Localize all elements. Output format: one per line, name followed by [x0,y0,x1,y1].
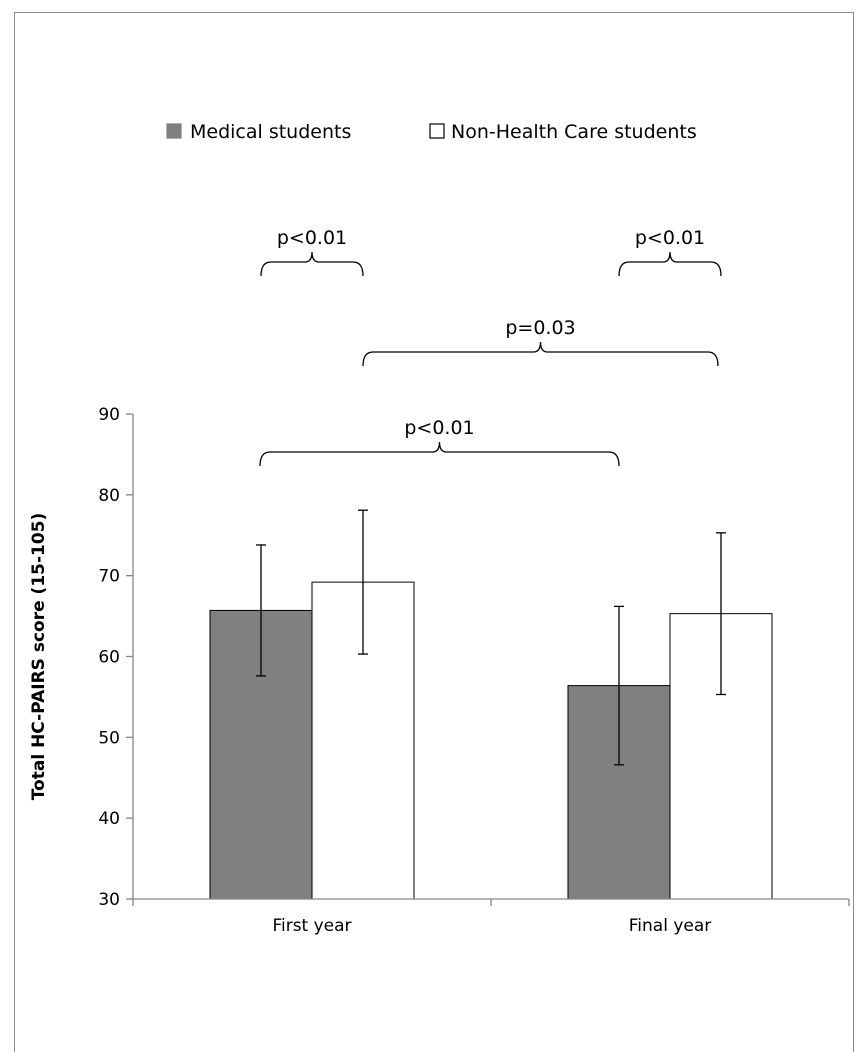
chart-frame [14,12,854,1052]
bracket-line [259,441,620,467]
axes: 30 40 50 60 70 80 90 First year Final year [98,405,850,936]
legend: Medical students Non-Health Care students [166,121,697,143]
p-value-label: p<0.01 [635,227,705,249]
bracket-line [362,341,719,367]
error-bar-medical-first-year [256,544,266,677]
legend-label: Medical students [190,121,351,143]
bracket-line [260,251,364,277]
legend-item-non-health-care: Non-Health Care students [429,121,697,143]
legend-label: Non-Health Care students [451,121,697,143]
bracket-line [618,251,722,277]
significance-bracket-2: p<0.01 [618,227,722,277]
p-value-label: p=0.03 [505,317,575,339]
y-tick-label: 40 [98,809,120,829]
significance-bracket-4: p<0.01 [259,417,620,467]
p-value-label: p<0.01 [404,417,474,439]
y-tick-label: 90 [98,405,120,425]
legend-item-medical: Medical students [166,121,351,143]
bars [209,581,773,900]
significance-bracket-3: p=0.03 [362,317,719,367]
error-bar-medical-final-year [614,605,624,766]
error-bar-non-health-care-first-year [358,509,368,655]
significance-bracket-1: p<0.01 [260,227,364,277]
x-tick-label: First year [272,916,351,936]
y-tick-label: 70 [98,567,120,587]
y-axis-label: Total HC-PAIRS score (15-105) [29,513,49,801]
y-tick-label: 60 [98,648,120,668]
legend-swatch [166,123,182,139]
y-tick-label: 80 [98,486,120,506]
x-tick-label: Final year [629,916,712,936]
y-tick-label: 50 [98,728,120,748]
error-bars [256,509,726,766]
y-tick-label: 30 [98,890,120,910]
significance-annotations: p<0.01 p<0.01 p=0.03 p<0.01 [259,227,722,467]
error-bar-non-health-care-final-year [716,532,726,696]
legend-swatch [429,123,445,139]
p-value-label: p<0.01 [277,227,347,249]
